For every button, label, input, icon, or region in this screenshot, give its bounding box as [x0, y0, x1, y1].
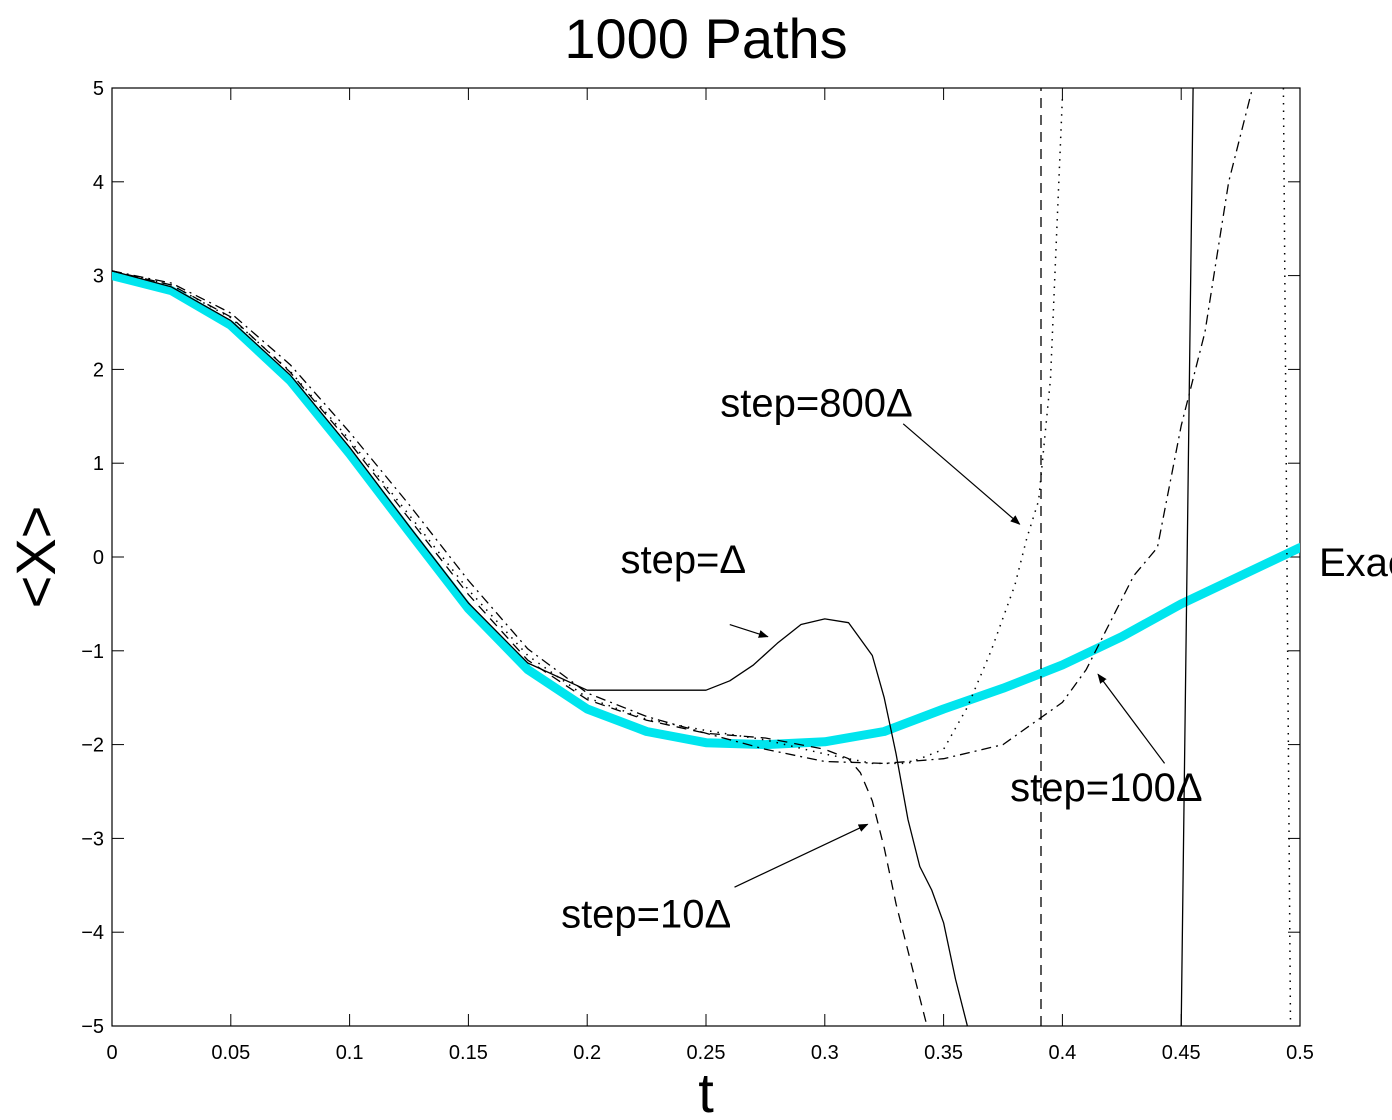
annotation-arrow: [729, 623, 769, 638]
annotation-label: step=Δ: [620, 538, 746, 582]
y-tick-label: −2: [81, 735, 104, 757]
series-line-exact: [112, 271, 1300, 750]
x-tick-label: 0.35: [924, 1042, 963, 1064]
x-tick-label: 0.5: [1286, 1042, 1314, 1064]
annotation-label: step=100Δ: [1010, 766, 1202, 810]
y-tick-label: −3: [81, 828, 104, 850]
annotation-label: step=10Δ: [561, 893, 731, 937]
x-tick-label: 0.4: [1048, 1042, 1076, 1064]
annotation-label: step=800Δ: [720, 381, 912, 425]
annotation-label: Exact: [1319, 541, 1392, 585]
axis-ticks: 0 0.05 0.1 0.15 0.2 0.25 0.3 0.35 0.4 0.45 0.5 −5 −4…: [81, 78, 1314, 1064]
y-tick-label: 4: [93, 172, 104, 194]
y-tick-label: 3: [93, 266, 104, 288]
x-tick-label: 0.15: [449, 1042, 488, 1064]
y-tick-label: 5: [93, 78, 104, 100]
x-tick-label: 0.45: [1162, 1042, 1201, 1064]
series-line-step-10-: [112, 270, 928, 1026]
x-tick-label: 0.25: [687, 1042, 726, 1064]
annotation-arrow: [1097, 673, 1166, 764]
x-tick-label: 0: [106, 1042, 117, 1064]
y-tick-label: 2: [93, 359, 104, 381]
annotation-arrow: [902, 423, 1021, 525]
chart-title: 1000 Paths: [564, 7, 847, 70]
series-line-step-800-: [112, 97, 1064, 765]
y-tick-label: −1: [81, 641, 104, 663]
x-tick-label: 0.05: [211, 1042, 250, 1064]
y-axis-label: <X>: [4, 506, 67, 609]
annotation-layer: step=Δ step=10Δ step=100Δ step=800Δ Exact: [561, 381, 1392, 936]
series-line-step-: [112, 270, 969, 1026]
series-line-step-100-: [112, 88, 1254, 765]
annotation-arrow: [734, 823, 869, 888]
y-tick-label: −4: [81, 922, 104, 944]
y-tick-label: −5: [81, 1016, 104, 1038]
x-tick-label: 0.3: [811, 1042, 839, 1064]
x-tick-label: 0.1: [336, 1042, 364, 1064]
x-tick-label: 0.2: [573, 1042, 601, 1064]
x-axis-label: t: [698, 1061, 714, 1120]
series-layer: [112, 88, 1300, 1026]
series-line-unstable-solid: [1180, 88, 1194, 1026]
y-tick-label: 0: [93, 547, 104, 569]
y-tick-label: 1: [93, 453, 104, 475]
